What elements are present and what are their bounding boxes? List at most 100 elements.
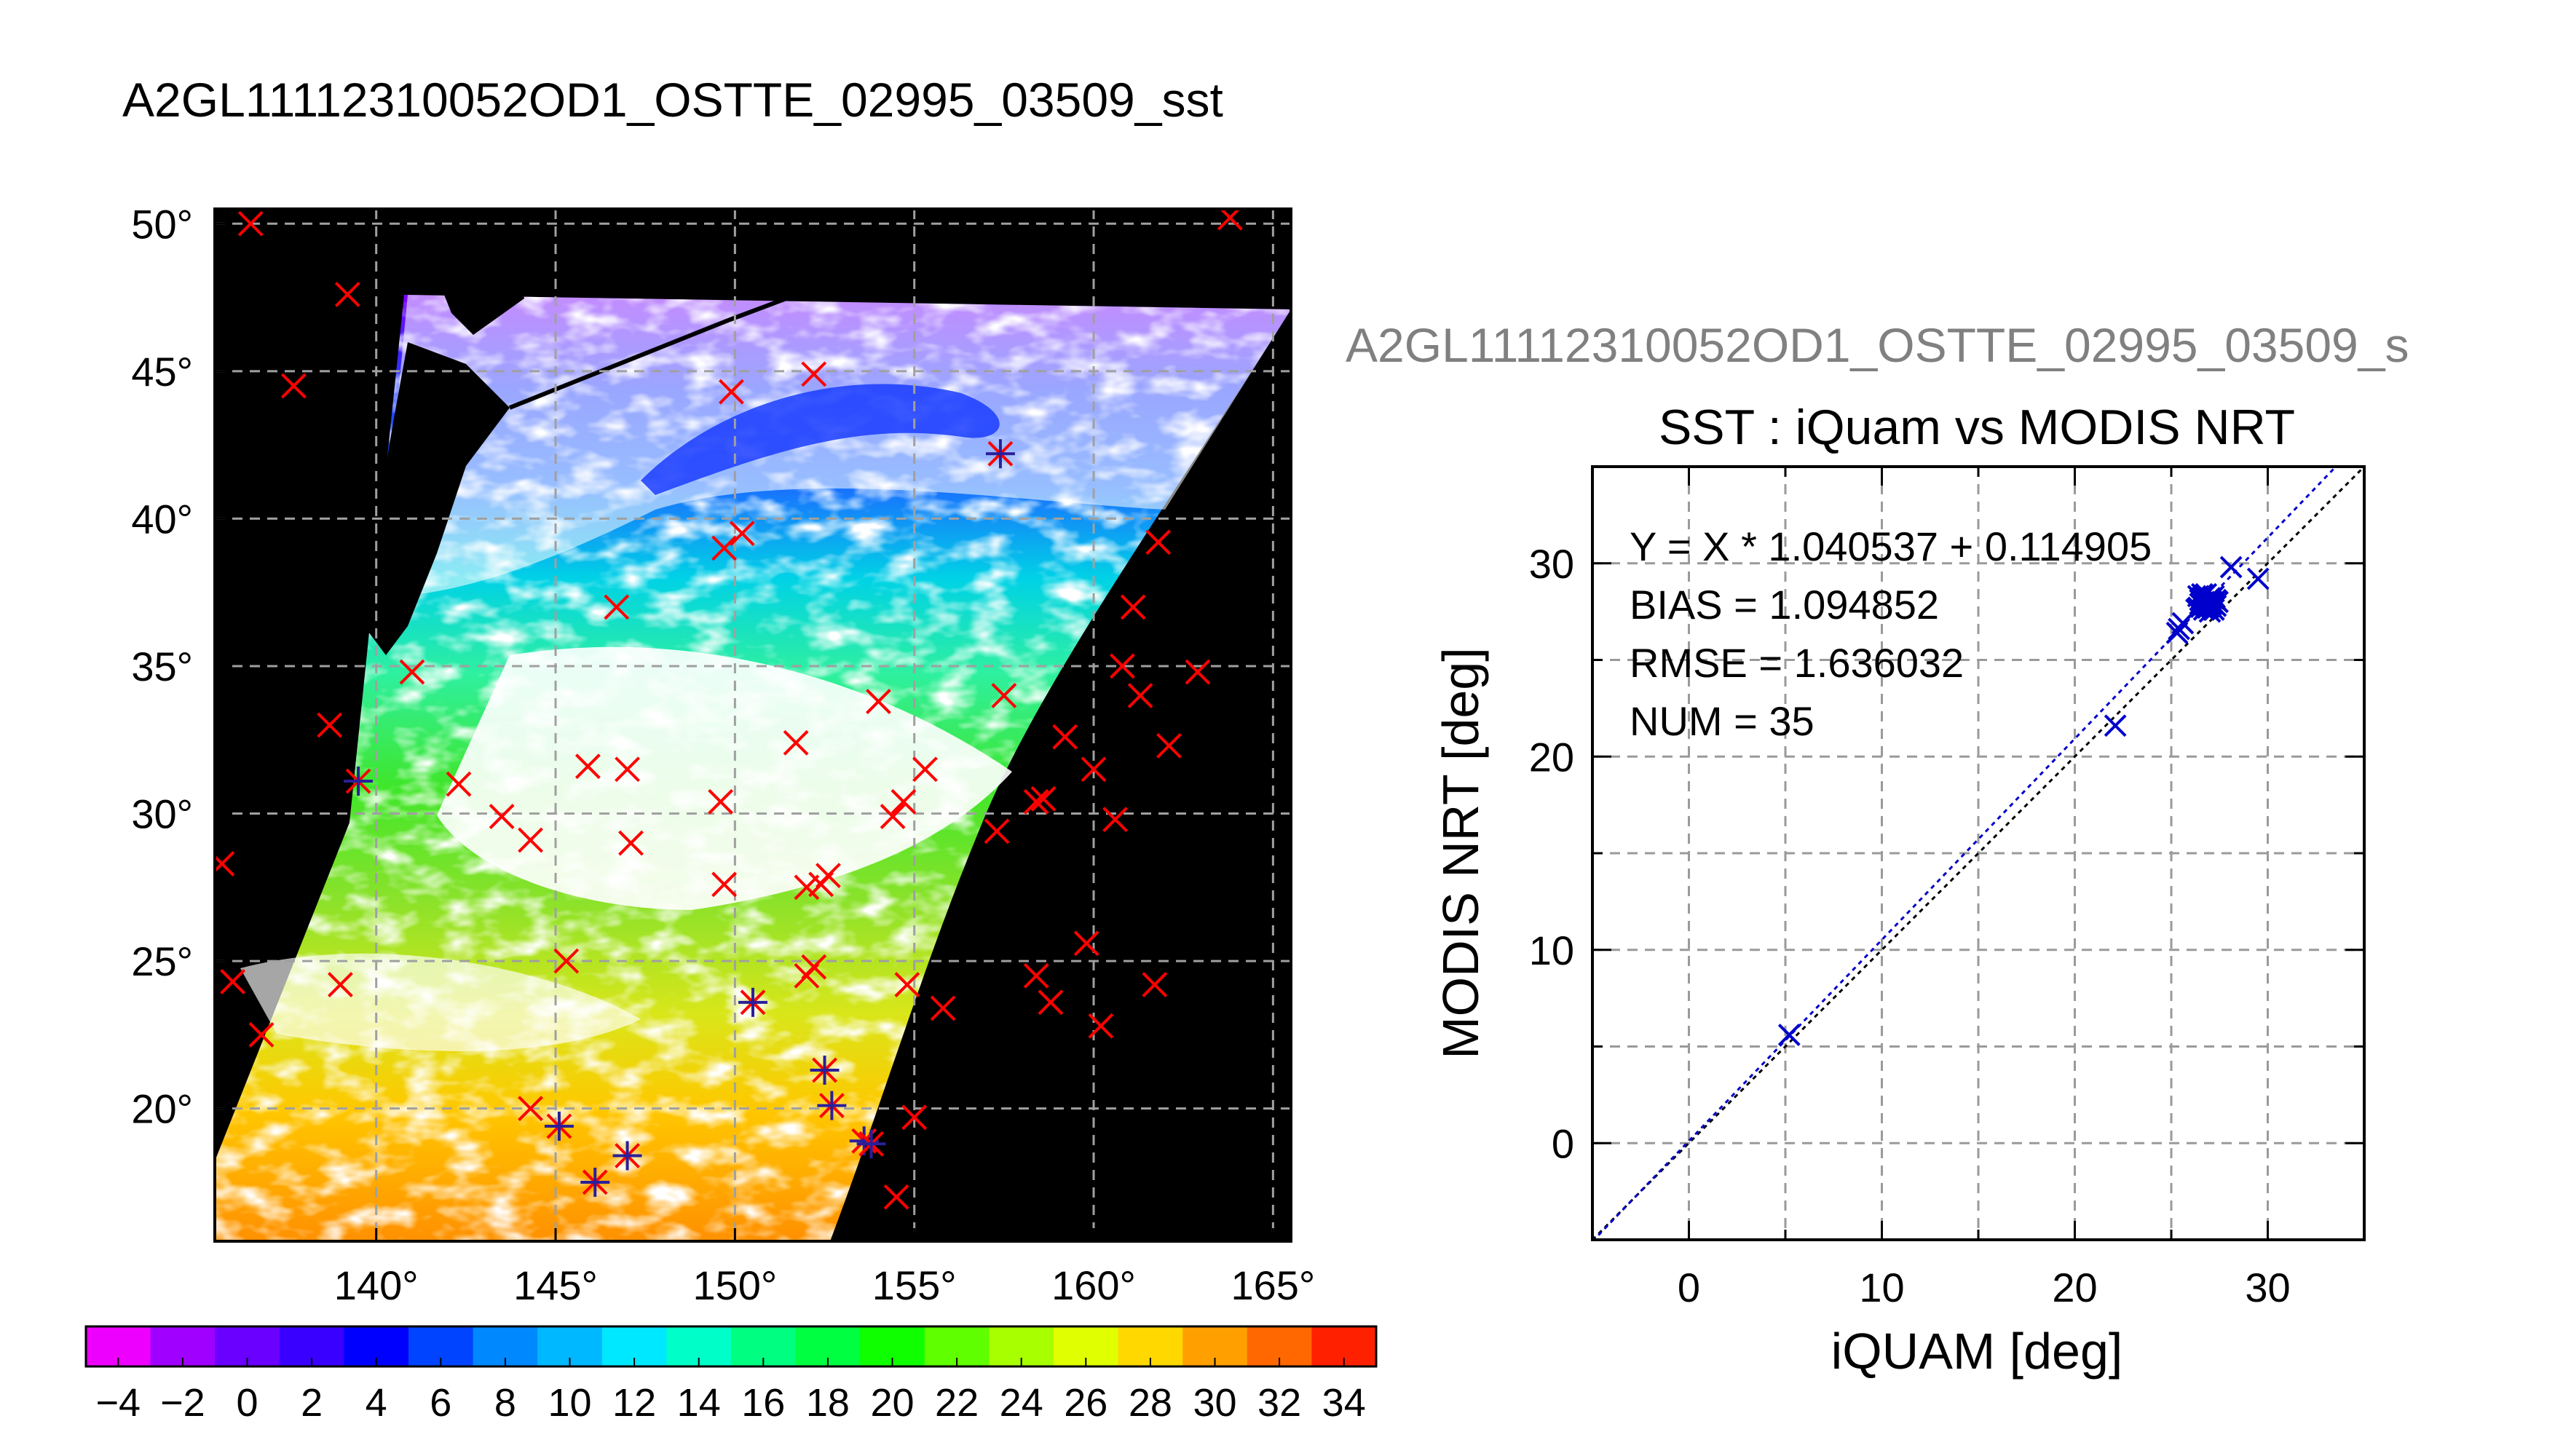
map-marker xyxy=(1145,529,1172,555)
colorbar-cell xyxy=(408,1326,441,1366)
colorbar-cell xyxy=(1021,1326,1054,1366)
map-marker xyxy=(883,1184,909,1210)
kuril-islands xyxy=(508,296,788,410)
map-marker xyxy=(399,659,425,685)
colorbar-tick-label: 0 xyxy=(236,1381,258,1425)
colorbar-tick-label: 10 xyxy=(548,1381,591,1425)
scatter-point xyxy=(2104,714,2127,737)
map-marker-matched xyxy=(738,987,767,1017)
map-lat-label: 40° xyxy=(131,496,193,542)
colorbar-cell xyxy=(989,1326,1022,1366)
map-marker xyxy=(719,379,744,405)
colorbar-cell xyxy=(1311,1326,1345,1366)
colorbar-cell xyxy=(86,1326,119,1366)
map-marker xyxy=(604,594,630,620)
map-marker-matched xyxy=(856,1129,886,1159)
land-honshu xyxy=(364,342,510,655)
map-lat-label: 25° xyxy=(131,938,193,984)
colorbar-tick-label: 32 xyxy=(1257,1381,1301,1425)
cloud-band-south xyxy=(240,953,641,1051)
map-markers xyxy=(215,209,1243,1210)
map-marker xyxy=(446,771,472,797)
scatter-ylabel: MODIS NRT [deg] xyxy=(1432,647,1489,1059)
map-marker xyxy=(991,683,1017,708)
map-marker xyxy=(574,753,601,780)
map-marker xyxy=(794,962,820,989)
annotation-bias: BIAS = 1.094852 xyxy=(1630,582,1939,628)
colorbar-cell xyxy=(1054,1326,1086,1366)
map-marker xyxy=(1030,786,1057,812)
annotation-fit: Y = X * 1.040537 + 0.114905 xyxy=(1630,523,2152,569)
map-lon-label: 145° xyxy=(513,1262,598,1308)
colorbar-cell xyxy=(1150,1326,1183,1366)
colorbar-tick-label: 28 xyxy=(1129,1381,1172,1425)
colorbar-cell xyxy=(1118,1326,1151,1366)
colorbar-cell xyxy=(1279,1326,1312,1366)
colorbar-cell xyxy=(569,1326,603,1366)
map-marker xyxy=(328,972,353,997)
colorbar-cell xyxy=(666,1326,700,1366)
map-marker xyxy=(618,830,644,856)
colorbar-cell xyxy=(860,1326,893,1366)
colorbar-cell xyxy=(247,1326,280,1366)
map-marker xyxy=(553,948,580,974)
map-lat-label: 35° xyxy=(131,644,193,689)
colorbar-cell xyxy=(118,1326,151,1366)
map-axes: 140° 145° 150° 155° 160° 165° 50° 45° 40° 35° 30° 2… xyxy=(131,201,1315,1308)
colorbar-cell xyxy=(892,1326,925,1366)
colorbar-tick-label: 14 xyxy=(677,1381,721,1425)
map-marker xyxy=(220,969,246,994)
colorbar-cell xyxy=(1086,1326,1119,1366)
colorbar-tick-label: 8 xyxy=(494,1381,516,1425)
colorbar-cell xyxy=(924,1326,957,1366)
map-marker xyxy=(891,788,917,815)
cold-current xyxy=(641,384,1000,495)
map-marker xyxy=(708,788,734,815)
scatter-point xyxy=(1777,1024,1801,1046)
map-marker xyxy=(1156,732,1182,759)
colorbar-cell xyxy=(795,1326,829,1366)
annotation-num: NUM = 35 xyxy=(1630,698,1814,744)
map-marker xyxy=(334,282,360,307)
map-marker-matched xyxy=(817,1091,847,1120)
map-lon-label: 150° xyxy=(692,1262,777,1308)
map-lon-label: 155° xyxy=(872,1262,957,1308)
map-marker xyxy=(518,1096,543,1122)
colorbar-cell xyxy=(1343,1326,1377,1366)
map-marker-matched xyxy=(544,1111,574,1141)
colorbar-tick-label: 34 xyxy=(1322,1381,1366,1425)
map-marker-matched xyxy=(810,1056,840,1085)
map-marker xyxy=(880,804,906,830)
scatter-x-tick-label: 10 xyxy=(1859,1265,1904,1310)
map-lat-label: 30° xyxy=(131,791,193,837)
map-marker xyxy=(1073,930,1099,957)
map-marker xyxy=(1088,1013,1114,1039)
colorbar-cell xyxy=(537,1326,571,1366)
colorbar-cell xyxy=(731,1326,764,1366)
colorbar-cell xyxy=(182,1326,216,1366)
map-marker-matched xyxy=(985,439,1015,469)
map-marker xyxy=(783,729,809,756)
colorbar xyxy=(84,1325,1378,1368)
map-marker xyxy=(1023,962,1049,989)
scatter-point xyxy=(2219,555,2243,579)
map-marker xyxy=(711,871,738,898)
colorbar-tick-label: 24 xyxy=(1000,1381,1043,1425)
map-marker xyxy=(1110,653,1135,679)
colorbar-tick-label: 30 xyxy=(1193,1381,1236,1425)
map-marker xyxy=(1038,989,1064,1016)
map-marker xyxy=(711,535,738,561)
map-marker xyxy=(1142,972,1168,997)
map-marker xyxy=(866,689,891,715)
colorbar-cell xyxy=(312,1326,344,1366)
scatter-x-tick-label: 30 xyxy=(2245,1265,2290,1310)
map-marker xyxy=(615,756,640,783)
scatter-x-tick-label: 0 xyxy=(1678,1265,1700,1310)
map-marker xyxy=(801,361,827,387)
map-marker xyxy=(1102,807,1129,833)
colorbar-tick-label: −2 xyxy=(160,1381,205,1425)
map-marker xyxy=(901,1104,928,1131)
map-marker xyxy=(984,818,1010,844)
colorbar-tick-label: 4 xyxy=(366,1381,387,1425)
